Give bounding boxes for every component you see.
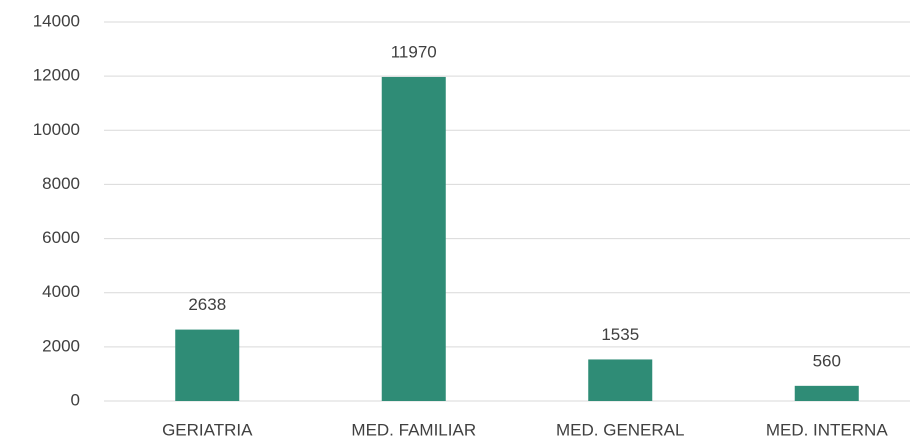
data-label: 1535 bbox=[601, 325, 639, 344]
y-tick-label: 14000 bbox=[33, 11, 80, 30]
x-tick-label: MED. FAMILIAR bbox=[351, 420, 476, 439]
bar bbox=[588, 359, 653, 401]
data-label: 11970 bbox=[391, 42, 437, 61]
y-tick-label: 0 bbox=[71, 390, 80, 409]
x-tick-label: MED. GENERAL bbox=[556, 420, 684, 439]
y-tick-label: 8000 bbox=[42, 174, 80, 193]
data-label: 2638 bbox=[188, 295, 226, 314]
data-label: 560 bbox=[813, 351, 841, 370]
x-tick-label: GERIATRIA bbox=[162, 420, 253, 439]
y-tick-label: 10000 bbox=[33, 120, 80, 139]
x-tick-label: MED. INTERNA bbox=[766, 420, 889, 439]
y-tick-label: 6000 bbox=[42, 228, 80, 247]
y-tick-label: 4000 bbox=[42, 282, 80, 301]
y-tick-label: 12000 bbox=[33, 66, 80, 85]
bar bbox=[794, 385, 859, 401]
y-tick-label: 2000 bbox=[42, 336, 80, 355]
bar bbox=[175, 329, 240, 401]
bar bbox=[381, 76, 446, 401]
